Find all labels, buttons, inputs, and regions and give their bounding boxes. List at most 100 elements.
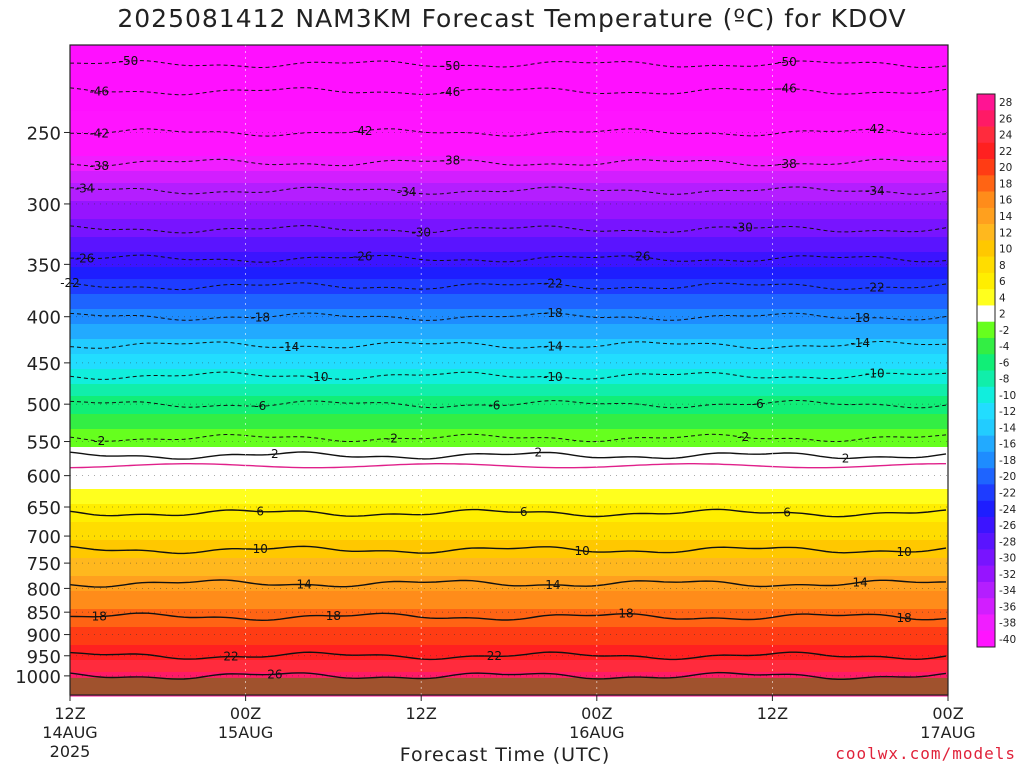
temperature-band xyxy=(70,408,948,412)
temperature-band xyxy=(70,141,948,145)
colorbar-swatch xyxy=(977,500,995,518)
colorbar-swatch xyxy=(977,94,995,111)
temperature-band xyxy=(70,660,948,664)
contour-label: 18 xyxy=(92,610,107,624)
colorbar-swatch xyxy=(977,370,995,388)
temperature-band xyxy=(70,573,948,577)
temperature-band xyxy=(70,384,948,388)
contour-label: -14 xyxy=(280,340,300,354)
temperature-band xyxy=(70,570,948,574)
temperature-band xyxy=(70,111,948,115)
colorbar-swatch xyxy=(977,142,995,160)
temperature-band xyxy=(70,609,948,613)
temperature-band xyxy=(70,324,948,328)
temperature-band xyxy=(70,78,948,82)
temperature-band xyxy=(70,396,948,400)
colorbar-swatch xyxy=(977,175,995,192)
temperature-band xyxy=(70,162,948,166)
colorbar-swatch xyxy=(977,565,995,583)
temperature-band xyxy=(70,459,948,463)
y-tick-label: 750 xyxy=(27,554,61,575)
x-tick-label: 00Z xyxy=(230,704,261,723)
contour-label: 6 xyxy=(256,505,264,519)
temperature-band xyxy=(70,87,948,91)
contour-label: 10 xyxy=(253,542,268,556)
colorbar-label: 6 xyxy=(999,276,1006,288)
temperature-band xyxy=(70,432,948,436)
temperature-band xyxy=(70,234,948,238)
temperature-band xyxy=(70,381,948,385)
temperature-band xyxy=(70,165,948,169)
x-tick-label: 14AUG xyxy=(42,723,97,742)
temperature-band xyxy=(70,366,948,370)
temperature-band xyxy=(70,669,948,673)
temperature-band xyxy=(70,96,948,100)
temperature-band xyxy=(70,132,948,136)
temperature-band xyxy=(70,177,948,181)
temperature-band xyxy=(70,663,948,667)
colorbar-label: -34 xyxy=(999,585,1016,597)
temperature-band xyxy=(70,501,948,505)
temperature-band xyxy=(70,405,948,409)
temperature-band xyxy=(70,462,948,466)
temperature-band xyxy=(70,423,948,427)
temperature-band xyxy=(70,348,948,352)
temperature-band xyxy=(70,105,948,109)
temperature-band xyxy=(70,612,948,616)
temperature-band xyxy=(70,231,948,235)
contour-label: 14 xyxy=(296,577,311,591)
colorbar-label: -30 xyxy=(999,553,1016,565)
contour-label: -46 xyxy=(777,82,797,96)
temperature-band xyxy=(70,156,948,160)
temperature-band xyxy=(70,606,948,610)
temperature-band xyxy=(70,528,948,532)
x-tick-label: 00Z xyxy=(932,704,963,723)
temperature-band xyxy=(70,144,948,148)
x-tick-label: 12Z xyxy=(406,704,437,723)
colorbar-label: -26 xyxy=(999,520,1016,532)
temperature-band xyxy=(70,480,948,484)
temperature-band xyxy=(70,627,948,631)
temperature-band xyxy=(70,210,948,214)
temperature-band xyxy=(70,603,948,607)
temperature-band xyxy=(70,183,948,187)
temperature-band xyxy=(70,228,948,232)
contour-label: 18 xyxy=(896,611,911,625)
contour-label: -38 xyxy=(777,157,797,171)
temperature-band xyxy=(70,333,948,337)
contour-label: -14 xyxy=(850,336,870,350)
temperature-band xyxy=(70,225,948,229)
colorbar-label: 12 xyxy=(999,227,1012,239)
temperature-band xyxy=(70,399,948,403)
temperature-band xyxy=(70,597,948,601)
temperature-band xyxy=(70,471,948,475)
temperature-band xyxy=(70,438,948,442)
temperature-band xyxy=(70,147,948,151)
contour-label: -10 xyxy=(543,370,563,384)
plot-frame xyxy=(69,44,949,696)
temperature-band xyxy=(70,411,948,415)
temperature-band xyxy=(70,216,948,220)
temperature-band xyxy=(70,630,948,634)
temperature-band xyxy=(70,108,948,112)
colorbar-label: -10 xyxy=(999,390,1016,402)
freezing-line xyxy=(69,463,946,469)
temperature-band xyxy=(70,90,948,94)
contour-line xyxy=(69,451,947,460)
credit-link[interactable]: coolwx.com/models xyxy=(835,744,1016,763)
contour-label: -50 xyxy=(119,54,139,68)
temperature-band xyxy=(70,624,948,628)
colorbar-label: -14 xyxy=(999,422,1016,434)
temperature-band xyxy=(70,582,948,586)
colorbar-label: 22 xyxy=(999,146,1012,158)
temperature-band xyxy=(70,564,948,568)
temperature-band xyxy=(70,84,948,88)
temperature-band xyxy=(70,246,948,250)
temperature-band xyxy=(70,579,948,583)
colorbar-label: -20 xyxy=(999,471,1016,483)
contour-label: -6 xyxy=(254,399,266,413)
y-tick-label: 350 xyxy=(27,255,61,276)
colorbar-swatch xyxy=(977,191,995,209)
temperature-band xyxy=(70,288,948,292)
